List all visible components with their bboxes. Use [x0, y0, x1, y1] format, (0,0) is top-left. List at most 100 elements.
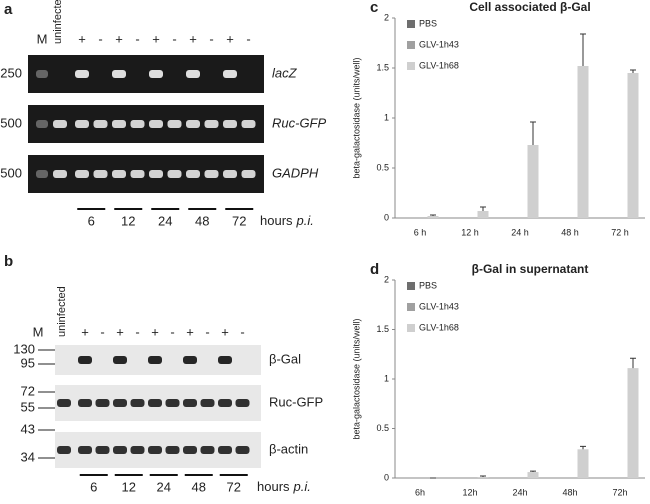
lane-sign: - [209, 31, 213, 46]
time-unit-word: hours [257, 479, 290, 494]
y-axis-label: beta-galactosidase (units/well) [351, 57, 361, 178]
lane-sign: + [221, 324, 229, 339]
lane-sign: - [170, 324, 174, 339]
y-tick-label: 2 [384, 12, 389, 22]
time-label: 12 [121, 213, 135, 228]
time-label: 12 [122, 479, 136, 494]
gel-band [223, 170, 237, 178]
row-label: β-Gal [269, 351, 301, 366]
bar [627, 73, 639, 218]
gel-band [130, 170, 145, 178]
bar [427, 216, 439, 218]
y-tick-label: 1.5 [376, 324, 389, 334]
gel-band [235, 446, 250, 454]
gel-band [223, 70, 237, 78]
row-label: GADPH [272, 165, 319, 180]
lane-sign: - [172, 31, 176, 46]
gel-band [223, 120, 237, 128]
row-label: β-actin [269, 441, 308, 456]
size-marker: 43 [21, 421, 35, 436]
error-bar [530, 121, 536, 145]
lane-sign: + [78, 31, 86, 46]
lane-sign: + [186, 324, 194, 339]
gel-band [75, 170, 89, 178]
y-tick-label: 1.5 [376, 62, 389, 72]
gel-band [183, 446, 197, 454]
legend-label: GLV-1h43 [419, 39, 459, 49]
bar [577, 449, 589, 478]
panel-label: c [370, 0, 378, 16]
gel-band [204, 170, 219, 178]
chart-title: Cell associated β-Gal [469, 0, 590, 14]
lane-sign: + [116, 324, 124, 339]
gel-band [93, 170, 108, 178]
legend-swatch [407, 41, 415, 49]
lane-sign: - [98, 31, 102, 46]
panel-label: d [370, 261, 379, 278]
time-unit-suffix: p.i. [293, 479, 311, 494]
gel-band [186, 70, 200, 78]
gel-band [149, 120, 163, 128]
gel-band [218, 399, 232, 407]
row-label: Ruc-GFP [269, 394, 323, 409]
gel-band [112, 120, 126, 128]
y-axis-label: beta-galactosidase (units/well) [351, 318, 361, 439]
size-marker: 95 [21, 355, 35, 370]
gel-band [130, 446, 145, 454]
row-label: Ruc-GFP [272, 115, 327, 130]
error-bar [480, 475, 486, 478]
error-bar [530, 470, 536, 473]
x-tick-label: 12 h [461, 227, 479, 237]
lane-label: M [37, 31, 48, 46]
legend-label: GLV-1h68 [419, 322, 459, 332]
gel-band [218, 356, 232, 364]
gel-band [148, 356, 162, 364]
x-tick-label: 24 h [511, 227, 529, 237]
lane-sign: + [151, 324, 159, 339]
time-label: 72 [227, 479, 241, 494]
gel-band [57, 399, 71, 407]
error-bar [580, 33, 586, 66]
lane-label: M [33, 324, 44, 339]
gel-band [78, 399, 92, 407]
gel-band [167, 170, 182, 178]
gel-band [112, 70, 126, 78]
lane-sign: + [189, 31, 197, 46]
gel-band [113, 446, 127, 454]
gel-band [95, 399, 110, 407]
gel-band [75, 120, 89, 128]
time-label: 24 [157, 479, 171, 494]
gel-band [186, 120, 200, 128]
lane-sign: + [152, 31, 160, 46]
time-unit: hours p.i. [257, 479, 311, 494]
gel-band [149, 170, 163, 178]
y-tick-label: 0 [384, 472, 389, 482]
bar [527, 472, 539, 478]
time-label: 48 [192, 479, 206, 494]
size-marker: 500 [0, 115, 22, 130]
panel-label: b [4, 253, 13, 270]
gel-band [204, 120, 219, 128]
x-tick-label: 24h [512, 487, 527, 497]
time-unit: hours p.i. [260, 213, 314, 228]
y-tick-label: 0.5 [376, 162, 389, 172]
lane-sign: - [240, 324, 244, 339]
size-marker: 72 [21, 383, 35, 398]
y-tick-label: 0.5 [376, 423, 389, 433]
gel-band [57, 446, 71, 454]
gel-band [93, 120, 108, 128]
lane-sign: + [81, 324, 89, 339]
bar [527, 145, 539, 218]
size-marker: 55 [21, 399, 35, 414]
time-label: 48 [195, 213, 209, 228]
x-tick-label: 72 h [611, 227, 629, 237]
time-label: 6 [90, 479, 97, 494]
legend-label: GLV-1h68 [419, 60, 459, 70]
gel-band [183, 399, 197, 407]
bar [627, 368, 639, 478]
error-bar [630, 357, 636, 369]
time-label: 6 [88, 213, 95, 228]
gel-band [113, 399, 127, 407]
lane-sign: - [135, 31, 139, 46]
